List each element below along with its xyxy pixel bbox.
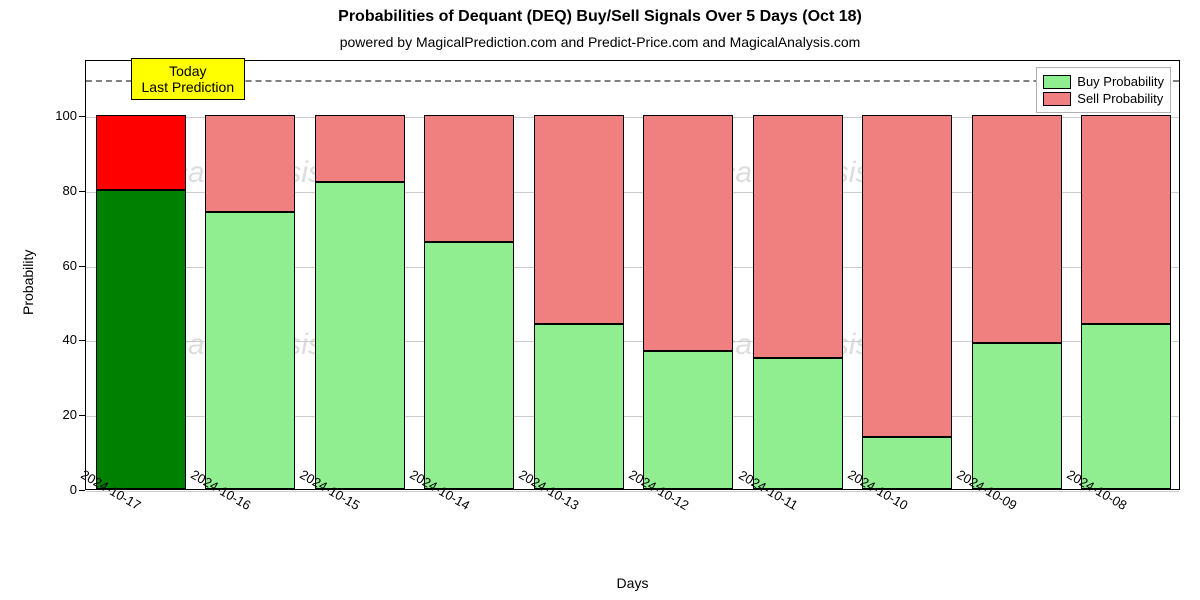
y-tick-label: 20 [45, 407, 77, 422]
sell-bar [643, 115, 733, 351]
bar-group [205, 59, 295, 489]
legend-item: Buy Probability [1043, 74, 1164, 89]
bar-group [643, 59, 733, 489]
buy-bar [1081, 324, 1171, 489]
buy-bar [534, 324, 624, 489]
sell-bar [424, 115, 514, 242]
sell-bar [972, 115, 1062, 343]
sell-bar [1081, 115, 1171, 324]
legend: Buy Probability Sell Probability [1036, 67, 1171, 113]
buy-bar [972, 343, 1062, 489]
y-tick-mark [79, 415, 85, 416]
legend-swatch [1043, 75, 1071, 89]
grid-line [86, 491, 1179, 492]
y-tick-label: 80 [45, 183, 77, 198]
chart-container: Probabilities of Dequant (DEQ) Buy/Sell … [0, 0, 1200, 600]
legend-label: Buy Probability [1077, 74, 1164, 89]
buy-bar [205, 212, 295, 489]
bar-group [1081, 59, 1171, 489]
y-tick-label: 40 [45, 332, 77, 347]
chart-title: Probabilities of Dequant (DEQ) Buy/Sell … [0, 8, 1200, 26]
annotation-line2: Last Prediction [142, 79, 235, 95]
y-tick-mark [79, 490, 85, 491]
chart-subtitle: powered by MagicalPrediction.com and Pre… [0, 34, 1200, 50]
bar-group [534, 59, 624, 489]
bar-group [96, 59, 186, 489]
sell-bar [753, 115, 843, 358]
legend-swatch [1043, 92, 1071, 106]
y-tick-mark [79, 191, 85, 192]
buy-bar [643, 351, 733, 489]
sell-bar [315, 115, 405, 182]
bar-group [315, 59, 405, 489]
sell-bar [534, 115, 624, 324]
buy-bar [315, 182, 405, 489]
buy-bar [424, 242, 514, 489]
y-axis-label: Probability [20, 250, 36, 315]
bar-group [753, 59, 843, 489]
buy-bar [753, 358, 843, 489]
today-annotation: TodayLast Prediction [131, 58, 246, 100]
y-tick-mark [79, 266, 85, 267]
sell-bar [205, 115, 295, 212]
x-axis-label: Days [85, 575, 1180, 591]
y-tick-label: 100 [45, 108, 77, 123]
bar-group [862, 59, 952, 489]
buy-bar [96, 190, 186, 489]
legend-item: Sell Probability [1043, 91, 1164, 106]
bar-group [424, 59, 514, 489]
sell-bar [96, 115, 186, 190]
bar-group [972, 59, 1062, 489]
y-tick-label: 0 [45, 482, 77, 497]
legend-label: Sell Probability [1077, 91, 1163, 106]
annotation-line1: Today [142, 63, 235, 79]
y-tick-mark [79, 116, 85, 117]
y-tick-label: 60 [45, 258, 77, 273]
plot-area: MagicalAnalysis.comMagicalAnalysis.comMa… [85, 60, 1180, 490]
y-tick-mark [79, 340, 85, 341]
sell-bar [862, 115, 952, 437]
